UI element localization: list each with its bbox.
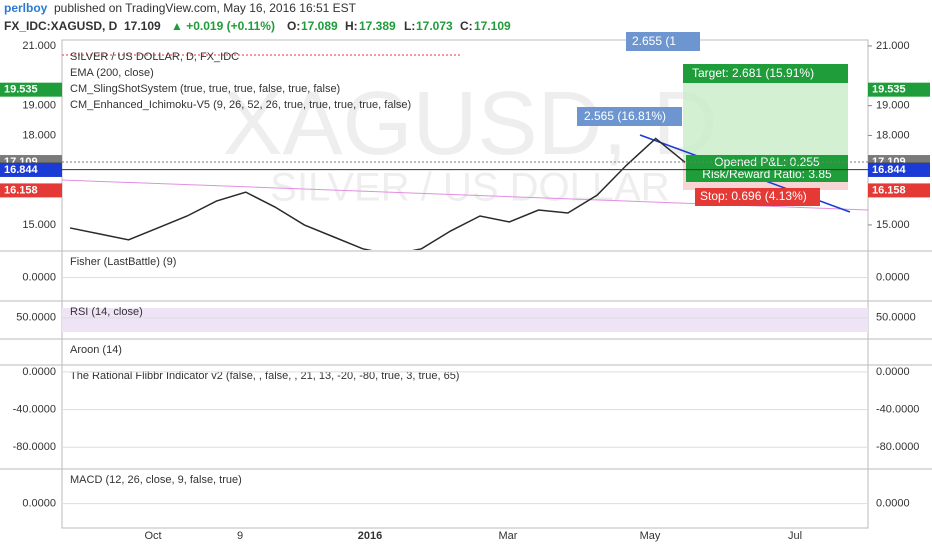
range-label: 2.655 (1: [632, 34, 676, 48]
price-group: [69, 137, 686, 250]
price-tag-label: 19.535: [4, 84, 38, 96]
y-tick-label: 0.0000: [22, 271, 56, 283]
pnl-box: [686, 155, 848, 182]
stop-label: Stop: 0.696 (4.13%): [700, 189, 807, 203]
legend-entry: CM_SlingShotSystem (true, true, true, fa…: [70, 83, 340, 95]
x-tick-label: Oct: [144, 530, 161, 542]
h-value: 17.389: [359, 19, 396, 33]
price-tag-label: 19.535: [872, 84, 906, 96]
x-tick-label: Jul: [788, 530, 802, 542]
price-tag-label: 16.844: [872, 164, 907, 176]
chart-frame: [61, 39, 869, 529]
user[interactable]: perlboy: [4, 1, 48, 15]
published: published on TradingView.com, May 16, 20…: [54, 1, 357, 15]
last-price: 17.109: [124, 19, 161, 33]
pane-title: The Rational Flibbr Indicator v2 (false,…: [70, 370, 459, 382]
l-label: L:: [404, 19, 415, 33]
stop-box: [695, 188, 820, 206]
legend-entry: SILVER / US DOLLAR, D, FX_IDC: [70, 51, 239, 63]
range-label: 2.565 (16.81%): [584, 109, 666, 123]
x-tick-label: 2016: [358, 530, 382, 542]
legend-entry: EMA (200, close): [70, 67, 154, 79]
y-tick-label: 21.000: [876, 40, 910, 52]
y-tick-label: 15.000: [876, 219, 910, 231]
price-tag: [868, 82, 930, 97]
y-tick-label: 0.0000: [876, 271, 910, 283]
y-tick-label: -80.0000: [876, 441, 919, 453]
o-label: O:: [287, 19, 300, 33]
rsi-band: [62, 308, 868, 332]
c-value: 17.109: [474, 19, 511, 33]
y-tick-label: 18.000: [22, 129, 56, 141]
y-tick-label: 0.0000: [876, 498, 910, 510]
range-box: [626, 32, 700, 51]
price-tag: [0, 162, 62, 177]
pane-title: MACD (12, 26, close, 9, false, true): [70, 474, 242, 486]
price-tag-label: 16.158: [4, 184, 38, 196]
x-tick-label: 9: [237, 530, 243, 542]
y-tick-label: 19.000: [876, 100, 910, 112]
y-tick-label: 19.000: [22, 100, 56, 112]
price-tag: [0, 82, 62, 97]
y-tick-label: 15.000: [22, 219, 56, 231]
watermark-sub: SILVER / US DOLLAR: [270, 166, 669, 210]
pane-title: Fisher (LastBattle) (9): [70, 256, 176, 268]
change: ▲ +0.019 (+0.11%): [171, 19, 275, 33]
price-tag: [868, 183, 930, 198]
l-value: 17.073: [416, 19, 453, 33]
pane-title: RSI (14, close): [70, 306, 143, 318]
range-box: [577, 107, 682, 126]
price-line: [69, 137, 686, 250]
y-tick-label: 0.0000: [876, 366, 910, 378]
symbol-bar: FX_IDC:XAGUSD, D 17.109 ▲ +0.019 (+0.11%…: [4, 19, 511, 33]
y-tick-label: 21.000: [22, 40, 56, 52]
y-tick-label: -40.0000: [13, 404, 56, 416]
x-tick-label: May: [640, 530, 661, 542]
h-label: H:: [345, 19, 358, 33]
c-label: C:: [460, 19, 473, 33]
price-tag: [868, 162, 930, 177]
y-tick-label: -80.0000: [13, 441, 56, 453]
y-tick-label: 50.0000: [16, 312, 56, 324]
y-tick-label: -40.0000: [876, 404, 919, 416]
legend-entry: CM_Enhanced_Ichimoku-V5 (9, 26, 52, 26, …: [70, 99, 411, 111]
o-value: 17.089: [301, 19, 338, 33]
y-tick-label: 0.0000: [22, 366, 56, 378]
symbol: FX_IDC:XAGUSD, D: [4, 19, 118, 33]
pane-title: Aroon (14): [70, 344, 122, 356]
price-tag-label: 16.158: [872, 184, 906, 196]
y-tick-label: 18.000: [876, 129, 910, 141]
target-zone: [683, 82, 848, 160]
price-tag: [0, 183, 62, 198]
y-tick-label: 0.0000: [22, 498, 56, 510]
x-tick-label: Mar: [499, 530, 518, 542]
target-label: Target: 2.681 (15.91%): [692, 66, 814, 80]
rr-label: Risk/Reward Ratio: 3.85: [702, 167, 832, 181]
y-tick-label: 50.0000: [876, 312, 916, 324]
price-tag-label: 16.844: [4, 164, 39, 176]
target-box: [683, 64, 848, 83]
